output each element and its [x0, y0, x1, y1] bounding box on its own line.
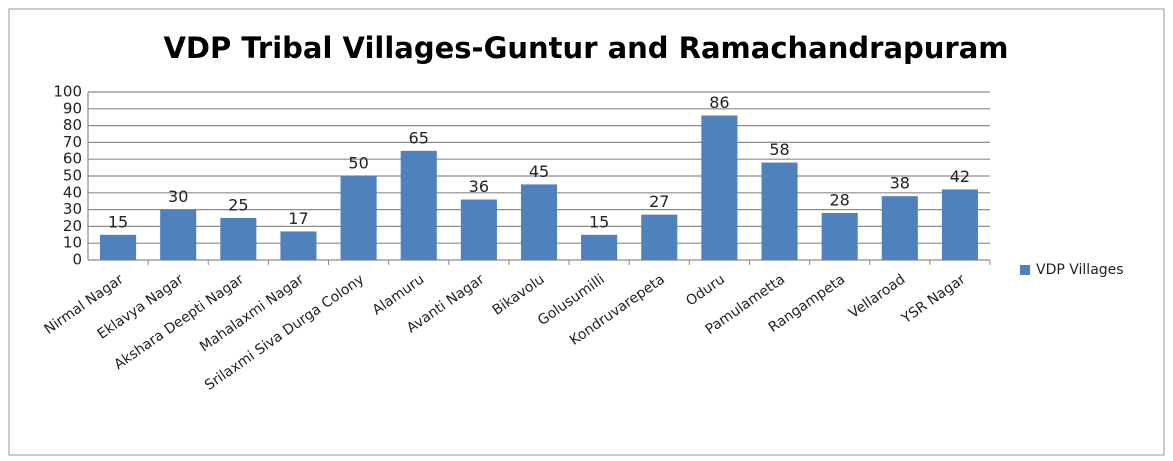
data-label: 15	[108, 212, 128, 231]
y-tick-label: 50	[63, 167, 82, 185]
y-tick-label: 30	[63, 200, 82, 218]
y-tick-label: 0	[72, 251, 82, 269]
data-label: 15	[589, 212, 609, 231]
bar	[160, 209, 197, 260]
data-label: 45	[529, 162, 549, 181]
data-label: 42	[950, 167, 970, 186]
y-tick-label: 80	[63, 116, 82, 134]
y-tick-label: 10	[63, 234, 82, 252]
y-tick-label: 70	[63, 133, 82, 151]
bar	[941, 189, 978, 260]
data-label: 27	[649, 192, 669, 211]
bar	[821, 212, 858, 260]
legend-swatch	[1020, 265, 1030, 275]
bar	[460, 199, 497, 260]
y-tick-label: 20	[63, 217, 82, 235]
bar	[220, 218, 257, 260]
data-label: 28	[829, 190, 849, 209]
bar	[581, 234, 618, 260]
data-label: 30	[168, 187, 188, 206]
bar	[280, 231, 317, 260]
bar	[100, 234, 137, 260]
bar	[400, 150, 437, 260]
data-label: 65	[409, 128, 429, 147]
data-label: 17	[288, 209, 308, 228]
y-tick-label: 90	[63, 99, 82, 117]
bar	[520, 184, 558, 260]
bar	[761, 162, 798, 260]
bar	[340, 176, 377, 260]
bar	[701, 115, 738, 261]
bar	[881, 196, 918, 260]
y-tick-label: 60	[63, 150, 82, 168]
data-label: 25	[228, 196, 248, 215]
y-tick-label: 40	[63, 183, 82, 201]
chart-title: VDP Tribal Villages-Guntur and Ramachand…	[163, 31, 1008, 65]
data-label: 50	[348, 154, 368, 173]
data-label: 86	[709, 93, 729, 112]
data-label: 58	[769, 140, 789, 159]
bar	[641, 214, 678, 260]
data-label: 38	[890, 174, 910, 193]
legend-label: VDP Villages	[1036, 262, 1124, 278]
y-tick-label: 100	[53, 83, 82, 101]
data-label: 36	[469, 177, 489, 196]
